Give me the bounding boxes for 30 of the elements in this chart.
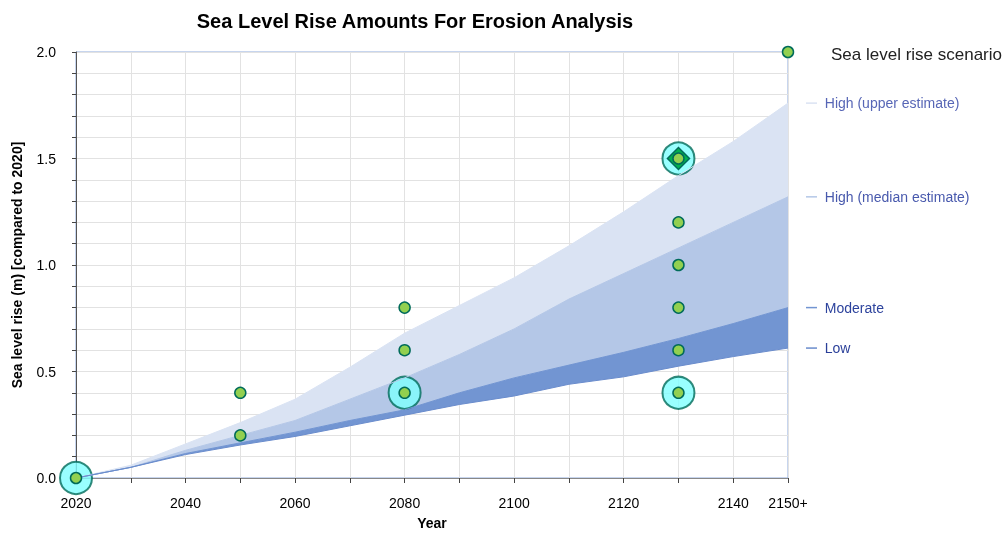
y-tick-label: 2.0 bbox=[36, 44, 57, 60]
legend-label: Low bbox=[817, 340, 852, 357]
y-tick-label: 1.0 bbox=[36, 257, 57, 273]
y-axis-title: Sea level rise (m) [compared to 2020] bbox=[9, 141, 25, 389]
point bbox=[672, 258, 685, 272]
x-tick-label: 2140 bbox=[717, 495, 750, 511]
point bbox=[672, 343, 685, 357]
point bbox=[234, 429, 247, 442]
y-tick-label: 0.0 bbox=[36, 470, 57, 486]
x-tick-label: 2080 bbox=[389, 495, 421, 511]
chart-title: Sea Level Rise Amounts For Erosion Analysis bbox=[196, 10, 634, 32]
legend-label: High (median estimate) bbox=[817, 188, 970, 205]
point bbox=[398, 343, 411, 357]
legend-title: Sea level rise scenario bbox=[830, 45, 1002, 64]
point bbox=[672, 216, 685, 229]
y-tick-label: 0.5 bbox=[36, 363, 57, 380]
point bbox=[398, 301, 411, 314]
x-tick-label: 2100 bbox=[498, 495, 530, 511]
point bbox=[781, 45, 795, 59]
x-tick-label: 2040 bbox=[169, 495, 202, 511]
x-tick-label: 2120 bbox=[608, 495, 640, 511]
y-tick-label: 1.5 bbox=[36, 150, 57, 167]
x-tick-label: 2150+ bbox=[768, 495, 808, 511]
point bbox=[672, 301, 685, 314]
legend-label: High (upper estimate) bbox=[817, 95, 960, 112]
legend-label: Moderate bbox=[817, 299, 885, 316]
x-axis-title: Year bbox=[417, 515, 448, 531]
x-tick-label: 2060 bbox=[279, 495, 311, 511]
point bbox=[234, 386, 247, 400]
x-tick-label: 2020 bbox=[60, 495, 92, 511]
